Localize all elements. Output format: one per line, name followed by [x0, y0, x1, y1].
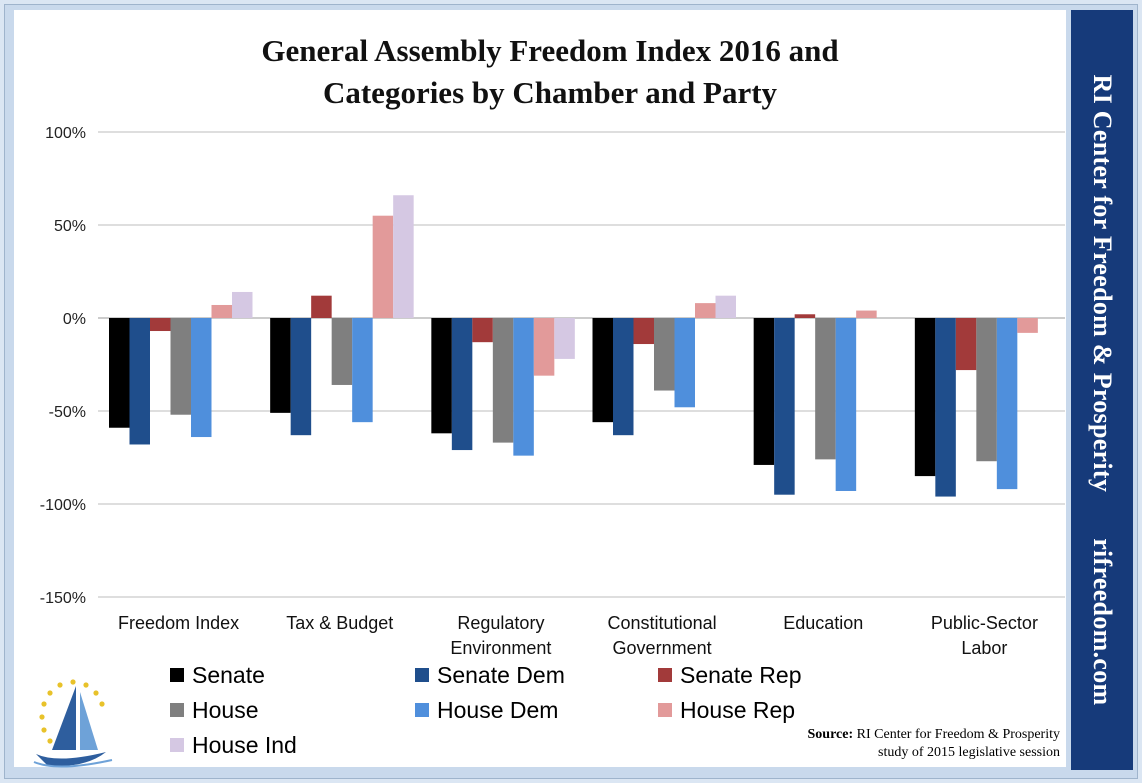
legend-item: House Rep [658, 697, 795, 727]
y-tick-label: -100% [40, 497, 86, 514]
bar [654, 318, 675, 391]
x-tick-label: Government [613, 638, 712, 658]
bar [129, 318, 150, 445]
bar [955, 318, 977, 371]
bar [109, 318, 130, 428]
y-tick-label: 0% [63, 311, 86, 328]
bar [935, 318, 956, 497]
bar [695, 303, 716, 318]
legend-label: House Dem [437, 697, 559, 723]
bar [715, 295, 736, 318]
bar [774, 318, 795, 495]
y-tick-label: -50% [49, 404, 86, 421]
x-tick-label: Freedom Index [118, 613, 239, 633]
legend-item: House Dem [415, 697, 558, 727]
bar [914, 318, 936, 477]
bar [472, 318, 493, 343]
chart-title: General Assembly Freedom Index 2016 and … [150, 30, 950, 114]
legend-swatch [658, 668, 672, 682]
bar [753, 318, 775, 465]
bar [976, 318, 997, 462]
bar [352, 318, 373, 423]
bar [431, 318, 452, 434]
legend-item: Senate [170, 662, 265, 692]
bar [856, 310, 877, 318]
x-tick-label: Education [783, 613, 863, 633]
x-tick-label: Labor [961, 638, 1007, 658]
bar [554, 318, 575, 359]
x-tick-label: Environment [450, 638, 551, 658]
bar [794, 314, 816, 318]
bar [170, 318, 191, 415]
bar [232, 291, 253, 318]
legend-swatch [170, 668, 184, 682]
legend-item: Senate Dem [415, 662, 565, 692]
bar [835, 318, 857, 491]
bar [311, 295, 332, 318]
source-note: Source: RI Center for Freedom & Prosperi… [720, 726, 1060, 762]
bar [393, 195, 414, 318]
legend-swatch [170, 738, 184, 752]
y-tick-label: 50% [54, 218, 86, 235]
legend-label: House [192, 697, 259, 723]
bar [290, 318, 312, 436]
bar [815, 318, 836, 460]
bar [211, 304, 232, 318]
legend-label: Senate Dem [437, 662, 565, 688]
bar [592, 318, 613, 423]
source-line-1: RI Center for Freedom & Prosperity [856, 727, 1060, 742]
legend-item: House [170, 697, 258, 727]
chart-title-line-2: Categories by Chamber and Party [322, 75, 778, 110]
brand-sidebar: RI Center for Freedom & Prosperityrifree… [1071, 10, 1133, 770]
bar [613, 318, 634, 436]
bar [674, 318, 695, 408]
bar [633, 318, 654, 345]
legend-label: Senate Rep [680, 662, 802, 688]
legend-label: House Rep [680, 697, 796, 723]
legend-swatch [170, 703, 184, 717]
y-tick-label: 100% [45, 125, 86, 142]
y-tick-label: -150% [40, 590, 86, 607]
bar [270, 318, 291, 413]
bar [191, 318, 212, 438]
x-tick-label: Constitutional [608, 613, 717, 633]
legend-swatch [658, 703, 672, 717]
source-line-2: study of 2015 legislative session [878, 745, 1060, 760]
sailboat-stars-logo-icon [33, 679, 113, 768]
legend-swatch [415, 668, 429, 682]
bar [150, 318, 171, 332]
bar [372, 215, 394, 318]
bar [451, 318, 473, 451]
x-tick-label: Public-Sector [931, 613, 1038, 633]
bar [492, 318, 514, 443]
legend-label: Senate [192, 662, 265, 688]
legend-label: House Ind [192, 732, 297, 758]
chart-title-line-1: General Assembly Freedom Index 2016 and [261, 33, 839, 68]
legend-item: Senate Rep [658, 662, 801, 692]
bar [513, 318, 534, 456]
source-label: Source: [807, 727, 854, 742]
bar [331, 318, 353, 385]
bar [533, 318, 555, 376]
legend-swatch [415, 703, 429, 717]
legend-item: House Ind [170, 732, 297, 762]
bar [1017, 318, 1038, 333]
x-tick-label: Tax & Budget [286, 613, 393, 633]
x-tick-label: Regulatory [457, 613, 544, 633]
bar [996, 318, 1018, 490]
